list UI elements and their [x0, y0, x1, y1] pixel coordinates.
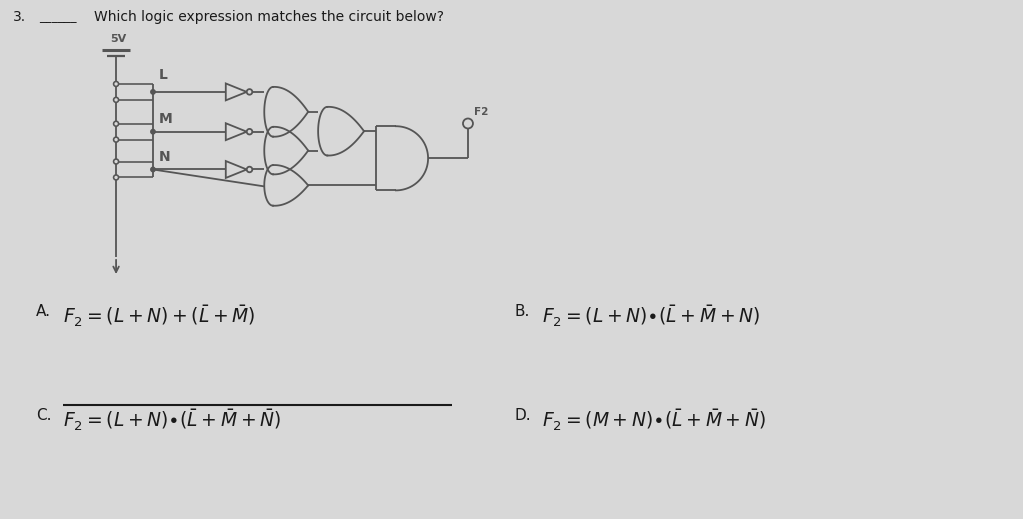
Text: $F_2=(L+N){\bullet}(\bar{L}+\bar{M}+\bar{N})$: $F_2=(L+N){\bullet}(\bar{L}+\bar{M}+\bar… [63, 408, 281, 433]
Text: M: M [159, 112, 173, 126]
Circle shape [247, 129, 253, 134]
Circle shape [114, 121, 119, 126]
Circle shape [150, 130, 155, 134]
Circle shape [114, 98, 119, 102]
Text: D.: D. [515, 408, 532, 423]
Text: L: L [159, 68, 168, 82]
Circle shape [150, 90, 155, 94]
Text: C.: C. [36, 408, 52, 423]
Text: N: N [159, 149, 171, 163]
Text: 5V: 5V [110, 34, 127, 44]
Circle shape [247, 167, 253, 172]
Circle shape [247, 89, 253, 94]
Text: Which logic expression matches the circuit below?: Which logic expression matches the circu… [94, 10, 444, 24]
Circle shape [114, 175, 119, 180]
Circle shape [150, 167, 155, 172]
Text: ______: ______ [39, 10, 77, 23]
Polygon shape [226, 84, 247, 100]
Circle shape [114, 137, 119, 142]
Text: $F_2=(L+N){\bullet}(\bar{L}+\bar{M}+N)$: $F_2=(L+N){\bullet}(\bar{L}+\bar{M}+N)$ [542, 304, 760, 329]
Text: $F_2=(M+N){\bullet}(\bar{L}+\bar{M}+\bar{N})$: $F_2=(M+N){\bullet}(\bar{L}+\bar{M}+\bar… [542, 408, 766, 433]
Text: 3.: 3. [13, 10, 27, 24]
Text: F2: F2 [474, 106, 488, 117]
Text: $F_2=(L+N)+(\bar{L}+\bar{M})$: $F_2=(L+N)+(\bar{L}+\bar{M})$ [63, 304, 256, 329]
Circle shape [463, 118, 473, 129]
Polygon shape [226, 123, 247, 140]
Text: A.: A. [36, 304, 51, 319]
Polygon shape [226, 161, 247, 178]
Text: B.: B. [515, 304, 530, 319]
Circle shape [114, 159, 119, 164]
Circle shape [114, 81, 119, 87]
